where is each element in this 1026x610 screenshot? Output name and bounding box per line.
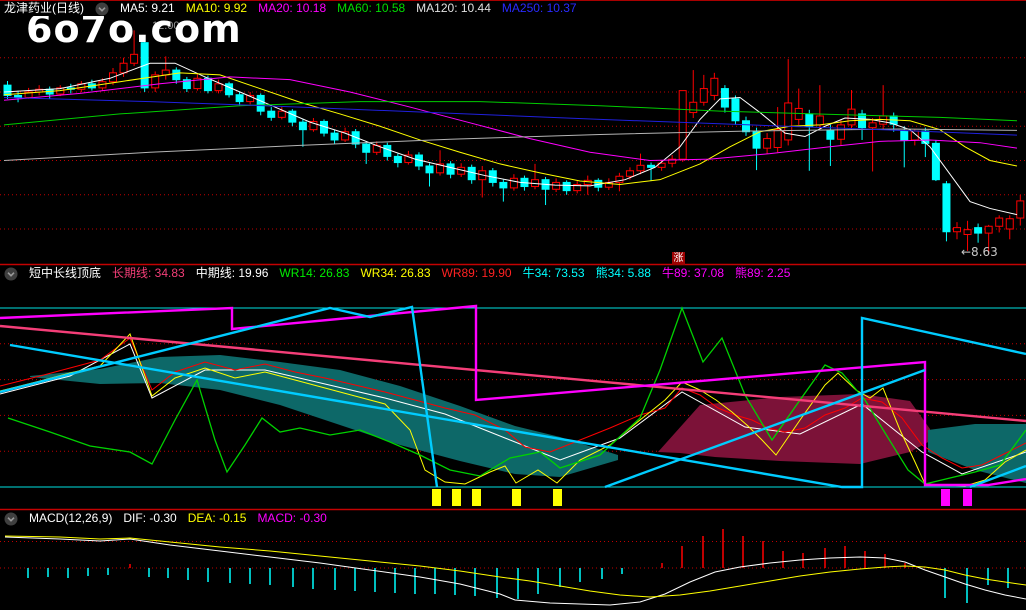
midterm-value: 中期线: 19.96: [195, 266, 269, 280]
bull89-value: 牛89: 37.08: [661, 266, 725, 280]
ma60-value: MA60: 10.58: [337, 1, 406, 15]
macd-value: MACD: -0.30: [257, 511, 327, 525]
ma20-value: MA20: 10.18: [258, 1, 327, 15]
bear89-value: 熊89: 2.25: [735, 266, 791, 280]
ma120-value: MA120: 10.44: [416, 1, 491, 15]
collapse-panel1-icon[interactable]: [95, 2, 109, 16]
dif-value: DIF: -0.30: [123, 511, 177, 525]
bear34-value: 熊34: 5.88: [595, 266, 651, 280]
limit-up-badge: 涨: [672, 252, 685, 265]
stock-title[interactable]: 龙津药业(日线): [4, 1, 84, 15]
indicator-title[interactable]: 短中长线顶底: [29, 266, 102, 280]
panel3-header: MACD(12,26,9) DIF: -0.30 DEA: -0.15 MACD…: [0, 511, 1026, 526]
watermark: 6o7o.com: [26, 7, 242, 51]
longterm-value: 长期线: 34.83: [112, 266, 185, 280]
price-scale-label: 12.00: [152, 20, 180, 32]
panel1-header: 龙津药业(日线) MA5: 9.21 MA10: 9.92 MA20: 10.1…: [0, 1, 1026, 16]
panel2-header: 短中长线顶底 长期线: 34.83 中期线: 19.96 WR14: 26.83…: [0, 266, 1026, 281]
ma10-value: MA10: 9.92: [185, 1, 248, 15]
collapse-panel3-icon[interactable]: [4, 512, 18, 526]
wr34-value: WR34: 26.83: [360, 266, 431, 280]
macd-title[interactable]: MACD(12,26,9): [29, 511, 113, 525]
ma5-value: MA5: 9.21: [120, 1, 175, 15]
lowest-price-marker: ←8.63: [961, 245, 998, 259]
collapse-panel2-icon[interactable]: [4, 267, 18, 281]
wr89-value: WR89: 19.90: [441, 266, 512, 280]
bull34-value: 牛34: 73.53: [522, 266, 585, 280]
ma250-value: MA250: 10.37: [501, 1, 577, 15]
wr14-value: WR14: 26.83: [279, 266, 350, 280]
dea-value: DEA: -0.15: [187, 511, 247, 525]
